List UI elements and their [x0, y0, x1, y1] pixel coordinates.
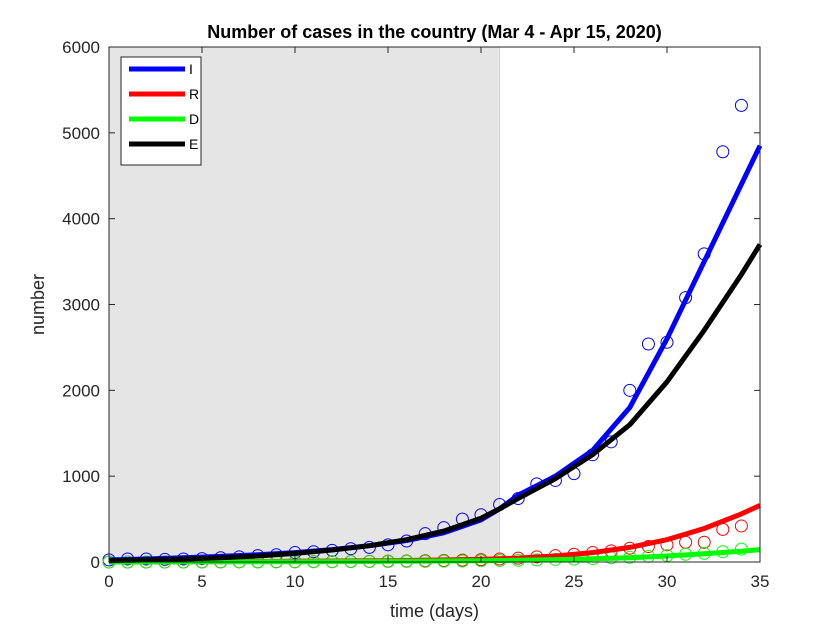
legend-box: [120, 56, 202, 166]
legend-label-I: I: [189, 61, 193, 77]
x-tick-label: 5: [197, 572, 206, 591]
data-point-I: [623, 383, 637, 397]
x-tick-label: 0: [104, 572, 113, 591]
data-point-I: [716, 145, 730, 159]
y-tick-label: 4000: [62, 210, 100, 229]
y-tick-label: 0: [91, 553, 100, 572]
y-tick-label: 5000: [62, 124, 100, 143]
x-tick-label: 10: [286, 572, 305, 591]
x-tick-label: 15: [379, 572, 398, 591]
chart-title: Number of cases in the country (Mar 4 - …: [207, 22, 661, 42]
legend-label-D: D: [189, 111, 199, 127]
y-tick-label: 6000: [62, 38, 100, 57]
ticks-layer: 0 5 10 15 20 25 30 35 0 1000 2000 3000 4000 5000 6000: [62, 38, 769, 591]
y-tick-label: 3000: [62, 296, 100, 315]
x-axis-label: time (days): [390, 601, 479, 621]
y-tick-label: 1000: [62, 467, 100, 486]
x-tick-label: 35: [751, 572, 770, 591]
legend-label-E: E: [189, 136, 198, 152]
data-point-I: [641, 337, 655, 351]
data-point-R: [697, 535, 711, 549]
y-tick-label: 2000: [62, 381, 100, 400]
legend-label-R: R: [189, 86, 199, 102]
x-tick-label: 25: [565, 572, 584, 591]
y-axis-label: number: [28, 274, 48, 335]
data-point-I: [734, 98, 748, 112]
data-point-R: [734, 519, 748, 533]
x-tick-label: 20: [472, 572, 491, 591]
x-tick-label: 30: [658, 572, 677, 591]
series-line-E: [108, 243, 763, 564]
